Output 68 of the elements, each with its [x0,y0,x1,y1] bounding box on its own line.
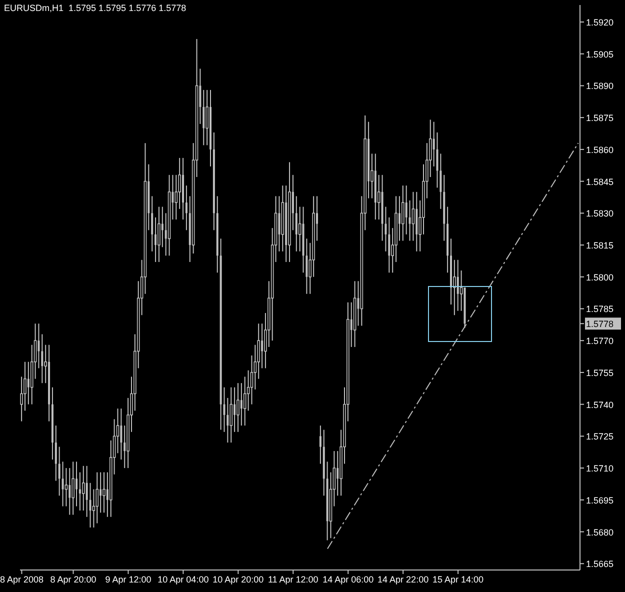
candlestick [398,196,400,242]
y-tick-label: 1.5778 [586,319,614,330]
y-tick-label: 1.5695 [586,495,614,506]
y-tick-label: 1.5665 [586,559,614,570]
candlestick [336,450,339,496]
y-tick-label: 1.5800 [586,272,614,282]
candlestick [86,465,88,518]
candlestick [78,472,81,512]
candlestick [100,472,102,514]
candlestick [154,216,157,263]
y-tick-label: 1.5785 [586,304,614,314]
candlestick [202,89,205,146]
chart-title: EURUSDm,H1 1.5795 1.5795 1.5776 1.5778 [4,3,186,13]
candlestick [27,361,30,405]
candlestick [295,196,298,252]
candlestick [38,323,40,369]
candlestick [96,472,99,524]
y-tick-label: 1.5830 [586,208,614,219]
candlestick [226,397,229,444]
x-tick-label: 10 Apr 04:00 [158,574,209,584]
y-tick-label: 1.5890 [586,81,614,92]
candlestick [230,386,233,444]
y-tick-label: 1.5920 [586,17,614,28]
x-tick-label: 14 Apr 22:00 [378,574,429,584]
y-tick-label: 1.5905 [586,49,614,60]
y-tick-label: 1.5755 [586,368,614,378]
candlestick [54,425,57,482]
candlestick [388,216,390,274]
candlestick [408,200,411,242]
candlestick [456,259,459,312]
candlestick [158,206,160,263]
y-tick-label: 1.5860 [586,144,614,155]
candlestick [102,472,106,514]
y-tick-label: 1.5815 [586,240,614,251]
y-tick-label: 1.5680 [586,527,614,538]
candlestick [68,468,71,516]
x-tick-label: 15 Apr 14:00 [432,574,484,584]
x-tick-label: 8 Apr 20:00 [50,574,96,584]
candlestick [278,196,280,252]
candlestick [240,382,242,426]
x-tick-label: 11 Apr 12:00 [268,574,318,584]
candlestick [41,334,44,384]
candlestick [72,461,74,516]
candlestick [234,386,236,432]
y-tick-label: 1.5875 [586,113,614,124]
candlestick [405,185,408,235]
candlestick [161,206,164,248]
candlestick [401,185,404,242]
x-tick-label: 14 Apr 06:00 [322,574,374,584]
y-tick-label: 1.5845 [586,176,614,187]
y-tick-label: 1.5725 [586,432,614,442]
y-tick-label: 1.5770 [586,336,614,346]
candlestick [236,382,240,432]
candlestick [319,425,322,464]
candlestick [62,461,64,507]
y-tick-label: 1.5740 [586,400,614,410]
candlestick [89,482,92,528]
candlestick [76,461,78,507]
candlestick [432,121,435,167]
x-tick-label: 10 Apr 20:00 [212,574,264,584]
candlestick [261,323,264,369]
x-tick-label: 9 Apr 12:00 [105,574,152,584]
candlestick [185,185,188,231]
candlestick [120,408,122,460]
candlestick [58,446,60,496]
x-tick-label: 8 Apr 2008 [0,574,44,584]
y-tick-label: 1.5710 [586,464,614,474]
candlestick [151,196,154,252]
